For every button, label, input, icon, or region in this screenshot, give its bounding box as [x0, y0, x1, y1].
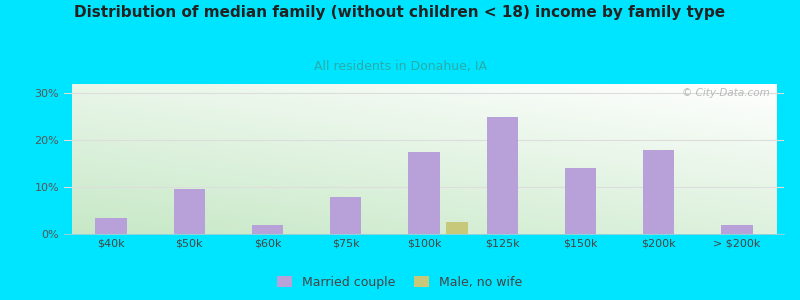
Bar: [643, 150, 674, 234]
Bar: [446, 222, 468, 234]
Bar: [565, 168, 596, 234]
Bar: [330, 196, 362, 234]
Bar: [174, 190, 205, 234]
Bar: [95, 218, 126, 234]
Text: All residents in Donahue, IA: All residents in Donahue, IA: [314, 60, 486, 73]
Bar: [486, 117, 518, 234]
Text: © City-Data.com: © City-Data.com: [682, 88, 770, 98]
Text: Distribution of median family (without children < 18) income by family type: Distribution of median family (without c…: [74, 4, 726, 20]
Bar: [252, 225, 283, 234]
Bar: [408, 152, 440, 234]
Legend: Married couple, Male, no wife: Married couple, Male, no wife: [272, 271, 528, 294]
Bar: [722, 225, 753, 234]
